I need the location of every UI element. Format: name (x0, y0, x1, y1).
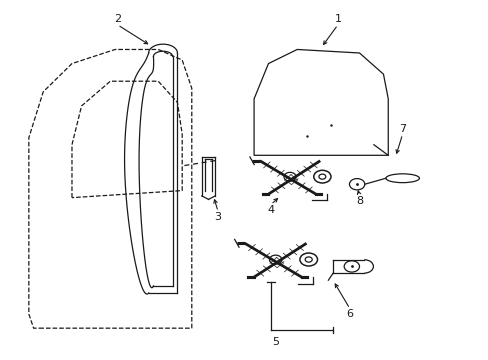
Text: 1: 1 (334, 14, 341, 24)
Text: 2: 2 (114, 14, 121, 24)
Text: 8: 8 (355, 196, 362, 206)
Text: 6: 6 (346, 309, 353, 319)
Text: 4: 4 (267, 205, 274, 215)
Text: 3: 3 (214, 212, 221, 222)
Text: 7: 7 (398, 124, 406, 134)
Text: 5: 5 (272, 337, 279, 347)
